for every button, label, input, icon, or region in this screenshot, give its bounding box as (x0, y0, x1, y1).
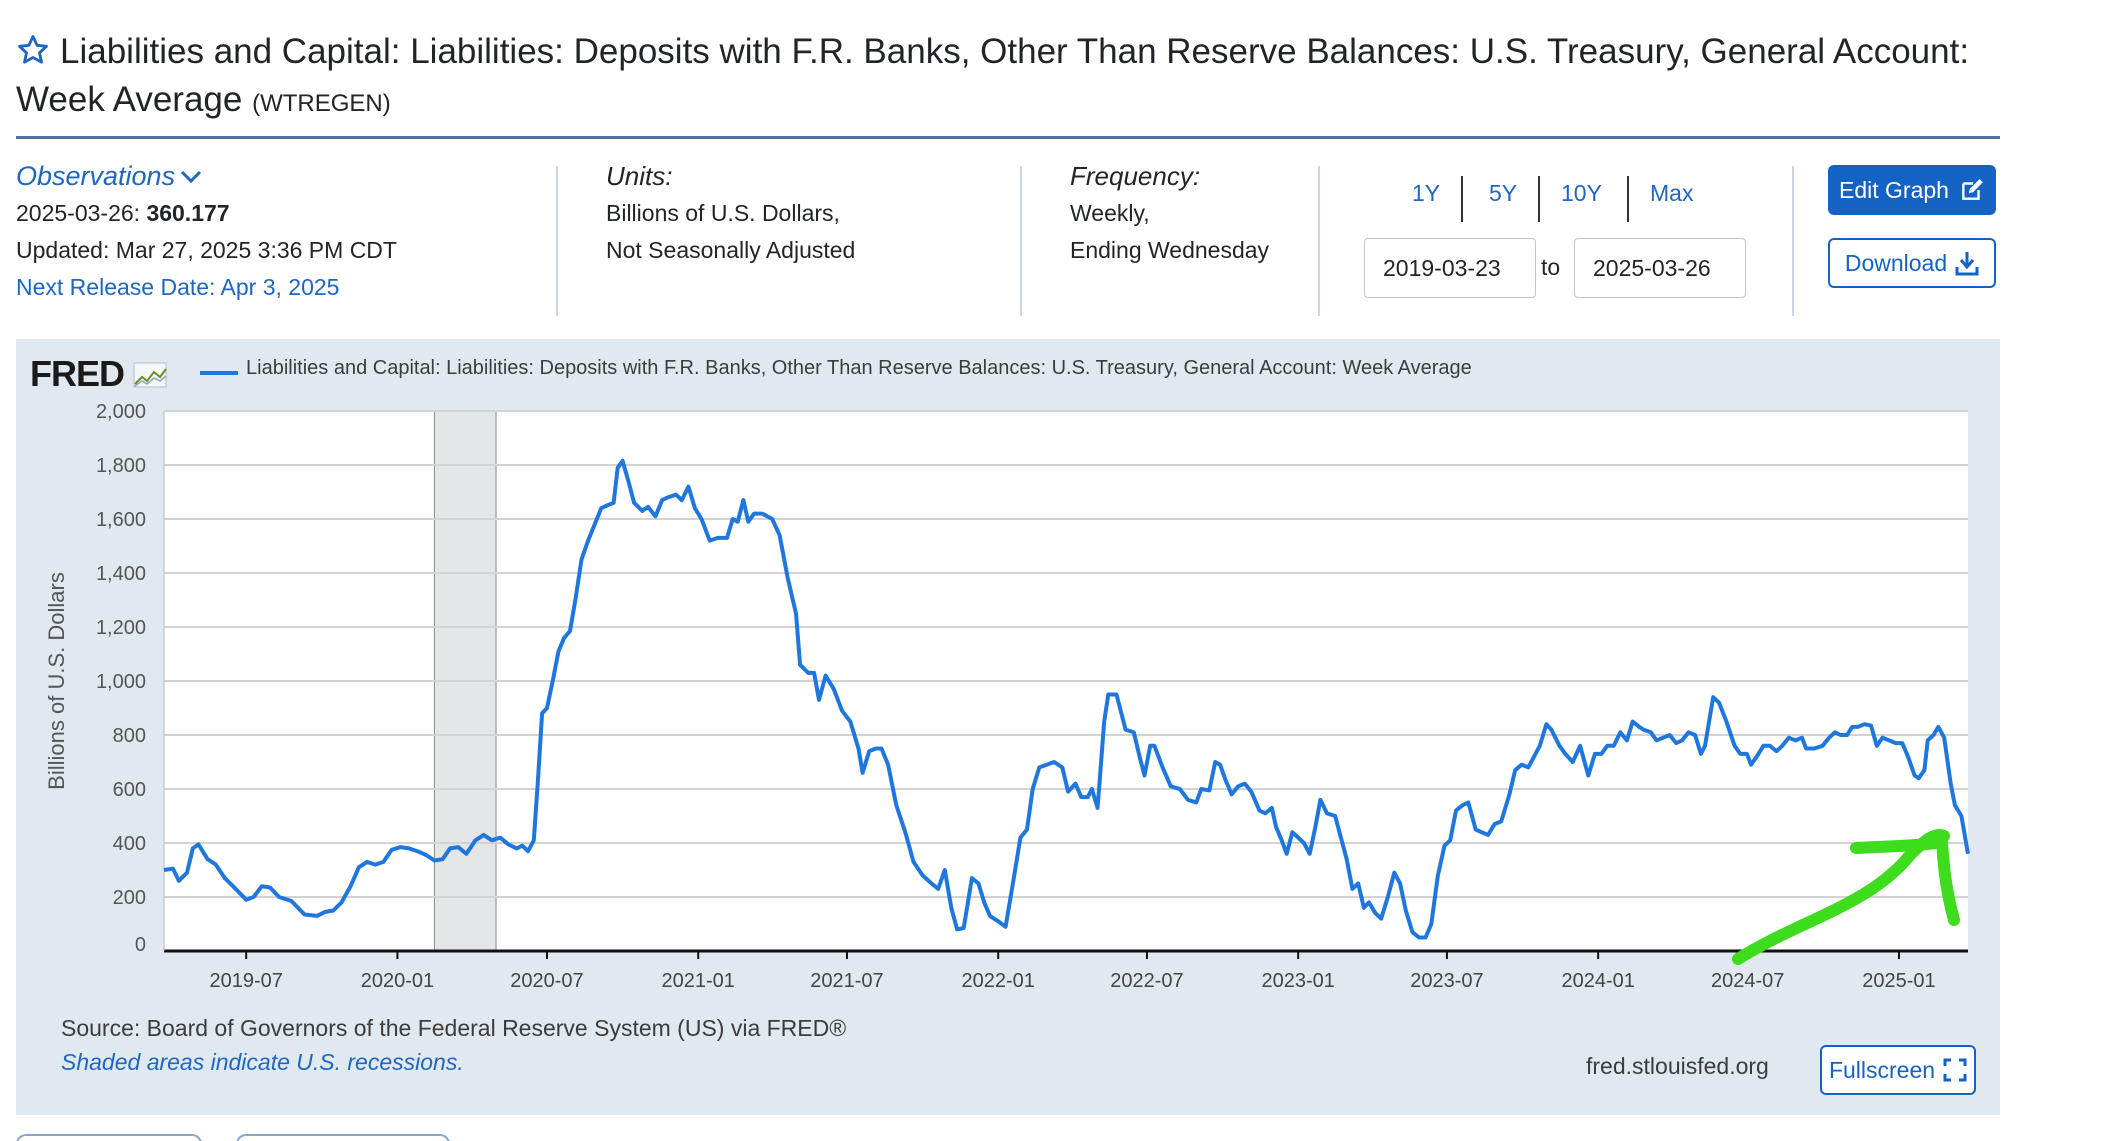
recession-note-link[interactable]: Shaded areas indicate U.S. recessions. (61, 1049, 464, 1075)
latest-observation: 2025-03-26: 360.177 (16, 195, 397, 232)
fred-logo: FRED (30, 353, 167, 395)
range-10y-button[interactable]: 10Y (1561, 180, 1602, 206)
divider (1318, 166, 1320, 316)
x-tick-label: 2022-07 (1110, 970, 1183, 992)
y-tick-label: 200 (113, 887, 146, 909)
units-label: Units: (606, 161, 673, 191)
x-tick-label: 2023-07 (1410, 970, 1483, 992)
page-title: Liabilities and Capital: Liabilities: De… (16, 28, 1996, 128)
edit-icon (1962, 179, 1983, 200)
chart-panel: FRED Liabilities and Capital: Liabilitie… (16, 339, 2000, 1115)
observations-block: Observations 2025-03-26: 360.177 Updated… (16, 158, 397, 306)
observations-toggle[interactable]: Observations (16, 158, 397, 195)
units-block: Units: Billions of U.S. Dollars, Not Sea… (606, 158, 855, 269)
frequency-line1: Weekly, (1070, 200, 1150, 226)
y-tick-label: 1,800 (96, 455, 146, 477)
start-date-input[interactable]: 2019-03-23 (1364, 238, 1536, 298)
frequency-label: Frequency: (1070, 161, 1201, 191)
end-date-input[interactable]: 2025-03-26 (1574, 238, 1746, 298)
download-label: Download (1844, 249, 1948, 276)
x-tick-label: 2021-01 (662, 970, 735, 992)
x-tick-label: 2020-07 (510, 970, 583, 992)
y-tick-label: 600 (113, 779, 146, 801)
y-tick-label: 1,000 (96, 671, 146, 693)
units-line2: Not Seasonally Adjusted (606, 237, 856, 263)
observation-value: 360.177 (146, 200, 230, 226)
x-tick-label: 2022-01 (961, 970, 1034, 992)
units-line1: Billions of U.S. Dollars, (606, 200, 840, 226)
legend-label: Liabilities and Capital: Liabilities: De… (246, 357, 1472, 379)
range-separator (1461, 176, 1463, 222)
divider (556, 166, 558, 316)
y-tick-label: 800 (113, 725, 146, 747)
y-tick-label: 1,600 (96, 509, 146, 531)
series-title: Liabilities and Capital: Liabilities: De… (16, 32, 1970, 119)
next-release-link[interactable]: Next Release Date: Apr 3, 2025 (16, 274, 340, 300)
observation-date: 2025-03-26: (16, 200, 141, 226)
divider (1020, 166, 1022, 316)
download-button[interactable]: Download (1828, 238, 1996, 288)
edit-graph-button[interactable]: Edit Graph (1828, 165, 1996, 215)
fred-chart-icon (133, 362, 167, 388)
divider (1792, 166, 1794, 316)
y-tick-label: 1,200 (96, 617, 146, 639)
y-axis-label: Billions of U.S. Dollars (44, 572, 69, 790)
fred-url[interactable]: fred.stlouisfed.org (1586, 1053, 1769, 1079)
y-tick-label: 1,400 (96, 563, 146, 585)
chevron-down-icon[interactable] (179, 168, 203, 186)
download-icon (1955, 252, 1979, 276)
expand-icon (1943, 1058, 1967, 1082)
source-text: Source: Board of Governors of the Federa… (61, 1015, 847, 1041)
title-divider (16, 136, 2000, 139)
series-id: (WTREGEN) (252, 90, 391, 117)
y-tick-label: 0 (135, 934, 146, 956)
x-tick-label: 2020-01 (361, 970, 434, 992)
x-tick-label: 2024-07 (1711, 970, 1784, 992)
x-tick-label: 2023-01 (1261, 970, 1334, 992)
edit-graph-label: Edit Graph (1839, 176, 1949, 203)
range-5y-button[interactable]: 5Y (1489, 180, 1518, 206)
observations-heading[interactable]: Observations (16, 161, 176, 191)
y-tick-label: 2,000 (96, 401, 146, 423)
fullscreen-button[interactable]: Fullscreen (1820, 1045, 1976, 1095)
to-label: to (1541, 254, 1561, 280)
frequency-block: Frequency: Weekly, Ending Wednesday (1070, 158, 1269, 269)
frequency-line2: Ending Wednesday (1070, 237, 1270, 263)
range-separator (1538, 176, 1540, 222)
series-line (163, 458, 1970, 940)
bottom-tab[interactable] (236, 1134, 450, 1141)
x-tick-label: 2025-01 (1862, 970, 1935, 992)
updated-text: Updated: Mar 27, 2025 3:36 PM CDT (16, 237, 397, 263)
range-separator (1627, 176, 1629, 222)
x-tick-label: 2024-01 (1561, 970, 1634, 992)
range-1y-button[interactable]: 1Y (1412, 180, 1441, 206)
x-tick-label: 2019-07 (209, 970, 282, 992)
fred-logo-text: FRED (30, 353, 125, 394)
fullscreen-label: Fullscreen (1828, 1056, 1936, 1083)
legend-swatch (200, 371, 238, 375)
y-tick-label: 400 (113, 833, 146, 855)
range-max-button[interactable]: Max (1650, 180, 1694, 206)
x-tick-label: 2021-07 (810, 970, 883, 992)
bottom-tab[interactable] (16, 1134, 202, 1141)
star-icon[interactable] (16, 33, 50, 67)
line-chart[interactable]: 0 200 400 600 800 1,000 1,200 1,400 1,600 1,800 2,… (16, 339, 2000, 999)
